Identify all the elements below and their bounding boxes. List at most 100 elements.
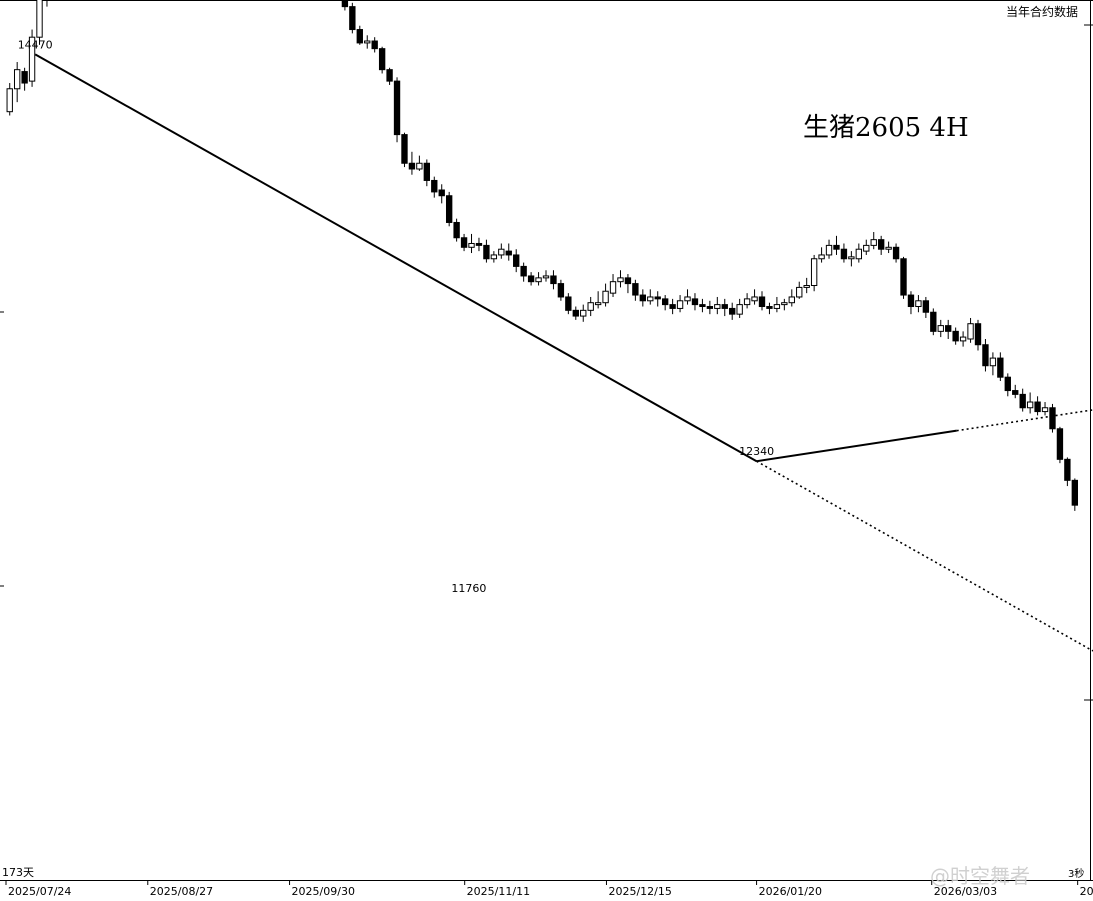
candle: [959, 331, 967, 347]
candle: [773, 296, 781, 313]
candle-body-down: [982, 344, 989, 367]
candle-body-up: [684, 296, 691, 302]
candle-body-up: [1026, 401, 1034, 409]
candle: [1012, 384, 1019, 399]
candle-body-up: [617, 277, 624, 283]
candle-body-up: [937, 325, 944, 332]
candle-body-up: [967, 323, 974, 340]
candle-body-up: [714, 304, 721, 309]
candle: [371, 37, 378, 53]
candle: [609, 274, 617, 297]
candle-body-up: [796, 286, 803, 298]
days-count-label: 173天: [2, 866, 34, 879]
candle: [1026, 392, 1034, 414]
candle-body-down: [900, 258, 907, 296]
candle: [736, 298, 743, 318]
candle: [602, 283, 609, 307]
candle: [647, 289, 654, 305]
candle: [818, 247, 825, 263]
candle: [639, 289, 647, 307]
candle-body-up: [773, 304, 781, 309]
candle-body-down: [565, 296, 572, 311]
watermark: @时空舞者: [930, 864, 1030, 888]
candle-body-down: [699, 304, 706, 308]
candle-body-down: [401, 134, 408, 164]
candle: [542, 270, 550, 282]
candle-body-down: [513, 254, 520, 267]
candle: [1041, 402, 1049, 416]
candle: [900, 256, 907, 299]
price-label: 12340: [739, 445, 774, 458]
candle-body-down: [341, 0, 349, 8]
candle-body-down: [378, 48, 386, 71]
trendline-group: [34, 53, 1093, 652]
candle: [907, 291, 915, 315]
candle: [684, 289, 691, 305]
candle-body-down: [393, 80, 401, 136]
candle-body-down: [386, 69, 393, 82]
candle: [1049, 403, 1056, 433]
candle-body-down: [706, 306, 714, 309]
candle: [885, 241, 892, 254]
candle: [1034, 396, 1041, 416]
candle-body-up: [580, 309, 587, 317]
candle: [915, 295, 922, 313]
candle-body-down: [438, 189, 445, 197]
candle: [356, 25, 363, 45]
date-tick-label: 2025/09/30: [292, 885, 355, 898]
candle-body-down: [877, 239, 885, 250]
candle-body-down: [833, 244, 840, 250]
candle-body-down: [505, 250, 512, 256]
candle: [572, 306, 579, 320]
candle-body-up: [490, 254, 498, 260]
candle-body-down: [460, 237, 468, 248]
candle-body-down: [952, 330, 959, 342]
chart-title: 生猪2605 4H: [803, 113, 969, 143]
candle-body-down: [729, 307, 736, 315]
candle-body-down: [475, 242, 483, 246]
candle: [669, 298, 676, 315]
candle-body-up: [609, 281, 617, 294]
candle-body-down: [453, 221, 460, 239]
candle: [922, 296, 930, 318]
candle-body-down: [1056, 428, 1064, 460]
candle-body-down: [997, 357, 1004, 378]
candle-body-down: [974, 323, 982, 346]
contract-mode-label[interactable]: 当年合约数据: [1006, 3, 1079, 20]
candle-series: [6, 0, 1079, 511]
candle: [416, 155, 423, 171]
candle-body-up: [915, 300, 922, 308]
candle-body-down: [840, 248, 848, 260]
candle: [1056, 426, 1064, 464]
candle-body-down: [356, 29, 363, 44]
candle-body-down: [624, 277, 632, 285]
candle: [6, 83, 13, 116]
candle: [825, 239, 833, 259]
candle-body-down: [550, 275, 557, 285]
date-tick-label: 2025/12/15: [608, 885, 671, 898]
price-label: 14470: [18, 38, 53, 51]
candle: [676, 295, 684, 313]
candle: [28, 29, 36, 87]
candle: [550, 270, 557, 290]
candle: [952, 327, 959, 345]
candle-body-down: [483, 244, 490, 260]
candle: [877, 235, 885, 255]
candle: [490, 251, 498, 263]
candle: [565, 293, 572, 315]
candle: [1004, 373, 1011, 397]
date-tick-label: 2026/01/20: [759, 885, 822, 898]
candle: [661, 295, 669, 311]
candle: [870, 232, 877, 250]
candle: [691, 293, 699, 311]
candle: [527, 272, 535, 286]
candle-body-up: [364, 40, 371, 44]
candle-body-down: [930, 311, 937, 332]
candle-body-down: [21, 71, 28, 84]
candle: [401, 132, 408, 168]
candle: [13, 62, 21, 103]
candle: [632, 279, 639, 301]
candle: [945, 319, 952, 339]
candle-body-down: [669, 304, 676, 309]
candle-body-up: [416, 162, 423, 170]
